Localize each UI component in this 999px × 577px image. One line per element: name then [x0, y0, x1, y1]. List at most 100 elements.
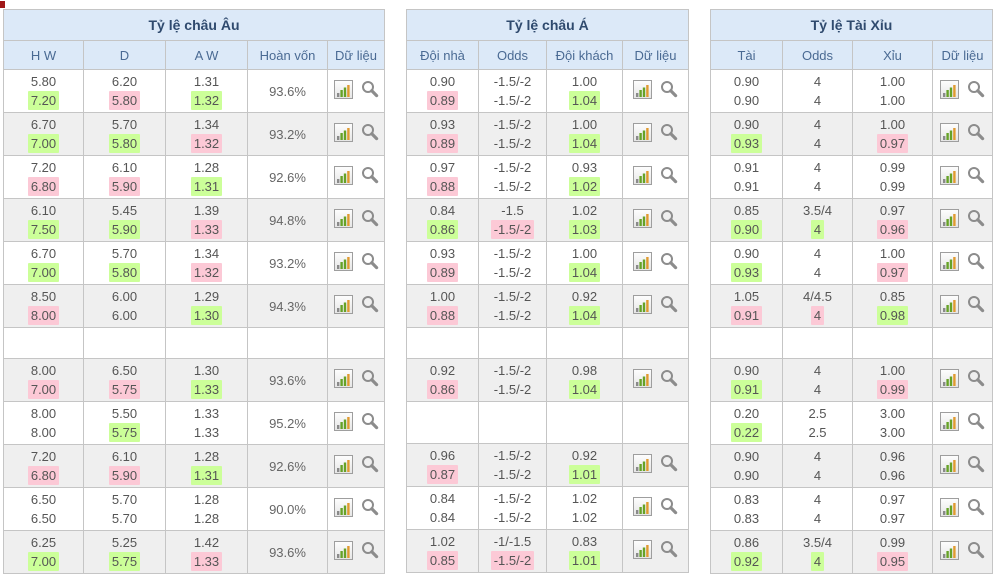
search-icon[interactable]: [361, 412, 379, 430]
bar-chart-icon[interactable]: [940, 165, 959, 185]
odds-cell: 2.5 2.5: [782, 401, 853, 445]
bar-chart-icon[interactable]: [333, 368, 353, 388]
odds-top-value: 0.83: [571, 534, 598, 549]
payout-cell: 93.2%: [247, 241, 328, 285]
odds-bottom-line: 7.00: [5, 380, 83, 399]
search-icon[interactable]: [967, 498, 985, 516]
search-icon[interactable]: [361, 498, 379, 516]
odds-bottom-value: 7.00: [27, 263, 60, 282]
bar-chart-icon[interactable]: [333, 540, 353, 560]
odds-bottom-value: 1.04: [568, 91, 601, 110]
search-icon[interactable]: [660, 295, 678, 313]
search-icon[interactable]: [967, 369, 985, 387]
bar-chart-icon[interactable]: [333, 122, 353, 142]
odds-bottom-value: 5.80: [108, 134, 141, 153]
search-icon[interactable]: [967, 455, 985, 473]
search-icon[interactable]: [660, 369, 678, 387]
odds-top-value: 4: [813, 246, 822, 261]
table-row: 0.84 0.86 -1.5 -1.5/-2 1.02 1.03: [406, 198, 689, 242]
odds-top-value: 6.50: [111, 363, 138, 378]
search-icon[interactable]: [361, 541, 379, 559]
bar-chart-icon[interactable]: [333, 454, 353, 474]
bar-chart-icon[interactable]: [940, 497, 959, 517]
bar-chart-icon[interactable]: [333, 165, 353, 185]
bar-chart-icon[interactable]: [940, 368, 959, 388]
bar-chart-icon[interactable]: [633, 496, 652, 516]
search-icon[interactable]: [967, 252, 985, 270]
bar-chart-icon[interactable]: [333, 79, 353, 99]
search-icon[interactable]: [660, 540, 678, 558]
odds-top-value: -1.5: [501, 203, 524, 218]
search-icon[interactable]: [361, 455, 379, 473]
odds-cell: 0.99 0.99: [852, 155, 933, 199]
search-icon[interactable]: [660, 209, 678, 227]
search-icon[interactable]: [660, 252, 678, 270]
odds-bottom-line: 5.80: [85, 91, 165, 110]
odds-cell: 1.00 0.99: [852, 358, 933, 402]
bar-chart-icon[interactable]: [633, 251, 652, 271]
data-cell: [932, 198, 993, 242]
bar-chart-icon[interactable]: [633, 368, 652, 388]
search-icon[interactable]: [660, 454, 678, 472]
bar-chart-icon[interactable]: [633, 294, 652, 314]
data-cell: [327, 358, 385, 402]
bar-chart-icon[interactable]: [333, 497, 353, 517]
search-icon[interactable]: [660, 123, 678, 141]
odds-bottom-value: 0.90: [733, 468, 760, 483]
column-header: Đội khách: [546, 40, 623, 70]
search-icon[interactable]: [967, 209, 985, 227]
search-icon[interactable]: [361, 80, 379, 98]
bar-chart-icon[interactable]: [633, 453, 652, 473]
search-icon[interactable]: [660, 80, 678, 98]
data-actions: [940, 294, 985, 314]
bar-chart-icon[interactable]: [940, 122, 959, 142]
search-icon[interactable]: [967, 295, 985, 313]
search-icon[interactable]: [660, 166, 678, 184]
bar-chart-icon[interactable]: [940, 251, 959, 271]
odds-bottom-value: 3.00: [879, 425, 906, 440]
bar-chart-icon[interactable]: [940, 294, 959, 314]
odds-bottom-value: 5.80: [108, 263, 141, 282]
odds-bottom-line: 0.90: [712, 466, 782, 485]
odds-cell: 1.30 1.33: [165, 358, 248, 402]
data-cell: [622, 358, 689, 402]
payout-cell: 93.6%: [247, 69, 328, 113]
bar-chart-icon[interactable]: [633, 539, 652, 559]
search-icon[interactable]: [660, 497, 678, 515]
bar-chart-icon[interactable]: [633, 79, 652, 99]
data-actions: [633, 294, 678, 314]
search-icon[interactable]: [967, 541, 985, 559]
search-icon[interactable]: [967, 166, 985, 184]
bar-chart-icon[interactable]: [333, 208, 353, 228]
search-icon[interactable]: [361, 252, 379, 270]
search-icon[interactable]: [361, 295, 379, 313]
search-icon[interactable]: [967, 123, 985, 141]
table-row: [3, 327, 385, 359]
search-icon[interactable]: [361, 369, 379, 387]
search-icon[interactable]: [361, 123, 379, 141]
bar-chart-icon[interactable]: [940, 540, 959, 560]
bar-chart-icon[interactable]: [333, 251, 353, 271]
bar-chart-icon[interactable]: [633, 122, 652, 142]
odds-top-value: 0.90: [733, 449, 760, 464]
bar-chart-icon[interactable]: [633, 208, 652, 228]
empty-cell: [932, 327, 993, 359]
bar-chart-icon[interactable]: [940, 411, 959, 431]
search-icon[interactable]: [967, 412, 985, 430]
bar-chart-icon[interactable]: [333, 411, 353, 431]
bar-chart-icon[interactable]: [333, 294, 353, 314]
odds-bottom-line: 1.33: [167, 552, 247, 571]
bar-chart-icon[interactable]: [940, 208, 959, 228]
odds-bottom-value: 0.90: [730, 220, 763, 239]
bar-chart-icon[interactable]: [940, 79, 959, 99]
table-row: 0.93 0.89 -1.5/-2 -1.5/-2 1.00 1.04: [406, 112, 689, 156]
odds-bottom-value: 0.86: [426, 380, 459, 399]
bar-chart-icon[interactable]: [633, 165, 652, 185]
search-icon[interactable]: [361, 166, 379, 184]
bar-chart-icon[interactable]: [940, 454, 959, 474]
search-icon[interactable]: [967, 80, 985, 98]
data-actions: [940, 251, 985, 271]
search-icon[interactable]: [361, 209, 379, 227]
